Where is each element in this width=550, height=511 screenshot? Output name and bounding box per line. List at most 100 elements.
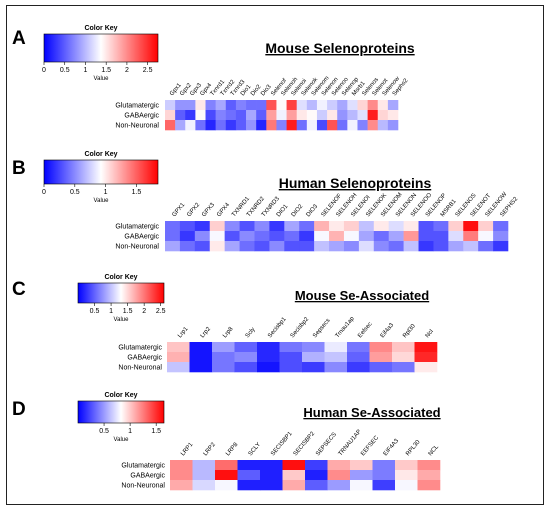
color-key-bar [77, 282, 165, 304]
column-label: Rpl30 [402, 323, 417, 339]
heatmap-cell [357, 100, 368, 111]
heatmap-cell [350, 480, 373, 491]
color-key-bar [77, 400, 165, 424]
heatmap-cell [302, 342, 325, 353]
heatmap-cell [388, 241, 404, 252]
column-label: GPX4 [216, 202, 231, 219]
heatmap-cell [414, 362, 438, 373]
heatmap-cell [327, 110, 338, 121]
heatmap-cell [257, 352, 280, 363]
heatmap-cell [302, 352, 325, 363]
heatmap-cell [448, 241, 464, 252]
heatmap-cell [185, 100, 196, 111]
color-key-tick-label: 0 [42, 189, 46, 196]
heatmap-cell [305, 460, 328, 471]
heatmap-cell [282, 480, 306, 491]
heatmap-cell [316, 100, 328, 111]
heatmap-cell [194, 221, 211, 232]
heatmap-cell [388, 221, 404, 232]
color-key-tick-label: 2 [125, 67, 129, 74]
column-label: NCL [428, 444, 441, 458]
color-key-bar [43, 33, 159, 63]
heatmap-cell [314, 231, 330, 242]
heatmap-cell [478, 241, 494, 252]
heatmap-cell [337, 110, 348, 121]
column-label: Scly [245, 327, 257, 340]
color-key-tick-label: 2 [142, 308, 146, 315]
heatmap-cell [209, 231, 225, 242]
heatmap-cell [299, 231, 315, 242]
color-key-title: Color Key [104, 274, 137, 281]
heatmap-cell [279, 342, 303, 353]
heatmap-cell [195, 100, 206, 111]
heatmap-cell [254, 221, 270, 232]
heatmap-cell [314, 221, 330, 232]
heatmap-cell [167, 342, 190, 353]
heatmap-cell [316, 110, 328, 121]
heatmap-cell [388, 231, 404, 242]
heatmap-cell [343, 241, 360, 252]
column-label: TRNAU1AP [338, 429, 363, 457]
heatmap-cell [185, 120, 196, 131]
color-key-tick-label: 0.5 [99, 428, 109, 435]
heatmap-cell [209, 241, 225, 252]
color-key-axis-label: Value [114, 437, 130, 443]
heatmap-cell [225, 110, 237, 121]
heatmap-cell [170, 480, 193, 491]
heatmap-cell [224, 221, 240, 232]
heatmap-cell [417, 460, 441, 471]
heatmap-cell [167, 362, 190, 373]
heatmap-cell [392, 362, 415, 373]
heatmap-cell [337, 100, 348, 111]
heatmap-cell [234, 362, 258, 373]
heatmap-cell [165, 241, 181, 252]
heatmap-cell [372, 460, 396, 471]
heatmap-cell [302, 362, 325, 373]
row-label: Non-Neuronal [115, 244, 159, 251]
heatmap-cell [418, 241, 434, 252]
column-label: GPX2 [186, 202, 201, 219]
color-key-title: Color Key [104, 392, 137, 399]
heatmap-cell [215, 480, 238, 491]
heatmap-cell [224, 231, 240, 242]
heatmap-cell [395, 480, 418, 491]
color-key-tick-label: 0 [42, 67, 46, 74]
heatmap-cell [316, 120, 328, 131]
heatmap-cell [257, 362, 280, 373]
chart-title: Mouse Se-Associated [295, 288, 429, 303]
heatmap-cell [189, 362, 213, 373]
heatmap-cell [433, 231, 449, 242]
heatmap-cell [189, 342, 213, 353]
heatmap-cell [175, 100, 186, 111]
heatmap-cell [279, 362, 303, 373]
heatmap-cell [373, 231, 389, 242]
heatmap-cell [237, 470, 261, 481]
heatmap-cell [306, 120, 318, 131]
heatmap-cell [414, 342, 438, 353]
heatmap-cell [392, 342, 415, 353]
heatmap-cell [179, 231, 196, 242]
color-key-tick-label: 0.5 [60, 67, 70, 74]
heatmap-cell [377, 120, 389, 131]
chart-title: Human Selenoproteins [279, 175, 432, 191]
heatmap-cell [493, 241, 509, 252]
row-label: Non-Neuronal [118, 365, 162, 372]
row-label: Non-Neuronal [115, 123, 159, 130]
heatmap-cell [347, 352, 370, 363]
heatmap-cell [478, 221, 494, 232]
heatmap-cell [167, 352, 190, 363]
heatmap-cell [209, 221, 225, 232]
heatmap-cell [463, 231, 479, 242]
column-label: Ncl [425, 329, 435, 339]
heatmap-cell [387, 120, 399, 131]
column-label: RPL30 [405, 439, 422, 457]
column-label: Lrp1 [177, 326, 190, 340]
heatmap-cell [239, 221, 255, 232]
heatmap-cell [269, 241, 285, 252]
heatmap-cell [225, 100, 237, 111]
column-label: Sepsecs [312, 318, 331, 339]
heatmap-cell [179, 221, 196, 232]
heatmap-cell [369, 342, 393, 353]
heatmap-cell [192, 480, 216, 491]
